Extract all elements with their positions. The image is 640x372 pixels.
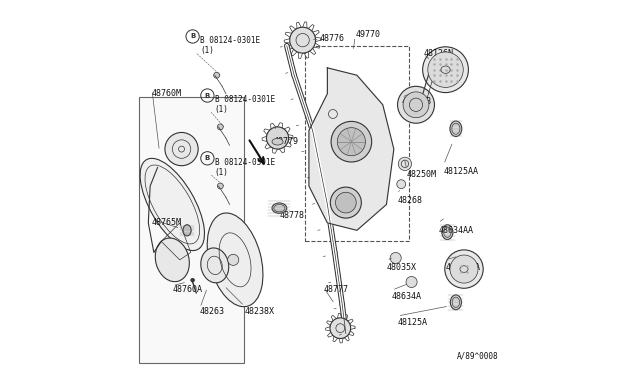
Ellipse shape	[140, 158, 205, 251]
Ellipse shape	[156, 238, 189, 282]
Text: 48760A: 48760A	[172, 285, 202, 294]
Circle shape	[330, 318, 351, 339]
Text: 48778: 48778	[280, 211, 305, 220]
Circle shape	[406, 276, 417, 288]
Text: 48777: 48777	[324, 285, 349, 294]
Ellipse shape	[207, 213, 263, 307]
Text: 48776: 48776	[320, 34, 345, 43]
Circle shape	[428, 52, 463, 87]
Circle shape	[450, 255, 478, 283]
Text: 48779: 48779	[274, 137, 299, 146]
Circle shape	[290, 27, 316, 53]
Circle shape	[335, 192, 356, 213]
Text: 48250M: 48250M	[407, 170, 436, 179]
Circle shape	[445, 250, 483, 288]
Text: 48035X: 48035X	[387, 263, 417, 272]
Text: 48762B: 48762B	[401, 97, 431, 106]
Circle shape	[218, 124, 223, 130]
Circle shape	[191, 278, 195, 282]
Text: 48634A: 48634A	[392, 292, 422, 301]
Circle shape	[337, 128, 365, 156]
Text: 48125AA: 48125AA	[444, 167, 479, 176]
Text: 48760M: 48760M	[152, 89, 182, 98]
Text: B: B	[190, 33, 195, 39]
Ellipse shape	[201, 248, 228, 283]
Text: A/89^0008: A/89^0008	[456, 351, 498, 360]
Circle shape	[228, 254, 239, 265]
Bar	[139, 97, 244, 363]
Text: 48765M: 48765M	[152, 218, 182, 227]
Polygon shape	[309, 68, 394, 230]
Text: 48125A: 48125A	[397, 318, 428, 327]
Ellipse shape	[272, 138, 283, 145]
Circle shape	[403, 92, 429, 118]
Circle shape	[398, 157, 412, 170]
Text: B: B	[205, 93, 210, 99]
Ellipse shape	[183, 225, 191, 236]
Circle shape	[330, 187, 362, 218]
Text: 48126N: 48126N	[424, 49, 453, 58]
Bar	[305, 46, 408, 241]
Text: 48634AA: 48634AA	[438, 226, 473, 235]
Circle shape	[331, 121, 372, 162]
Text: 48238X: 48238X	[244, 307, 275, 316]
Circle shape	[214, 72, 220, 78]
Ellipse shape	[451, 295, 461, 310]
Circle shape	[390, 253, 401, 263]
Circle shape	[397, 86, 435, 123]
Text: 48263: 48263	[200, 307, 225, 316]
Text: 48126NA: 48126NA	[445, 263, 481, 272]
Circle shape	[266, 127, 289, 149]
Text: 49770: 49770	[355, 30, 380, 39]
Ellipse shape	[450, 121, 462, 137]
Text: B 08124-0301E
(1): B 08124-0301E (1)	[200, 36, 260, 55]
Text: B 08124-0301E
(1): B 08124-0301E (1)	[215, 158, 275, 177]
Circle shape	[165, 132, 198, 166]
Text: B: B	[205, 155, 210, 161]
Text: 48268: 48268	[397, 196, 422, 205]
Text: B 08124-0301E
(1): B 08124-0301E (1)	[215, 95, 275, 115]
Ellipse shape	[442, 225, 453, 240]
Ellipse shape	[272, 203, 287, 213]
Circle shape	[422, 47, 468, 93]
Circle shape	[218, 183, 223, 189]
Circle shape	[397, 180, 406, 189]
